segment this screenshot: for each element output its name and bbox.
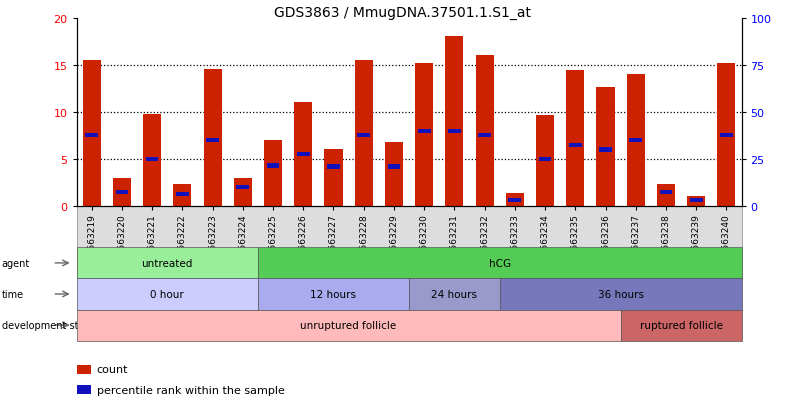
Bar <box>627 75 645 206</box>
Bar <box>384 142 403 206</box>
Text: ruptured follicle: ruptured follicle <box>640 320 722 330</box>
Bar <box>506 193 524 206</box>
Bar <box>536 115 555 206</box>
Bar <box>659 190 672 195</box>
Bar <box>203 70 222 206</box>
Bar <box>176 192 189 197</box>
Bar <box>476 56 493 206</box>
Text: development stage: development stage <box>2 320 96 330</box>
Bar <box>478 134 491 138</box>
Bar <box>236 185 249 190</box>
Bar <box>173 185 192 206</box>
Text: 36 hours: 36 hours <box>597 289 644 299</box>
Bar <box>717 64 735 206</box>
Bar <box>687 196 705 206</box>
Bar <box>357 134 370 138</box>
Bar <box>264 141 282 206</box>
Bar <box>85 134 98 138</box>
Bar <box>596 88 614 206</box>
Bar <box>327 165 340 169</box>
Bar <box>448 129 461 133</box>
Bar <box>355 61 372 206</box>
Text: untreated: untreated <box>142 258 193 268</box>
Bar <box>418 129 430 133</box>
Bar <box>415 64 434 206</box>
Bar <box>294 103 313 206</box>
Text: 0 hour: 0 hour <box>151 289 184 299</box>
Text: GDS3863 / MmugDNA.37501.1.S1_at: GDS3863 / MmugDNA.37501.1.S1_at <box>275 6 531 20</box>
Text: 12 hours: 12 hours <box>310 289 356 299</box>
Bar <box>445 38 463 206</box>
Text: count: count <box>97 364 128 374</box>
Text: hCG: hCG <box>488 258 511 268</box>
Text: percentile rank within the sample: percentile rank within the sample <box>97 385 285 395</box>
Bar <box>115 190 128 195</box>
Text: time: time <box>2 289 23 299</box>
Bar <box>569 143 582 147</box>
Bar <box>83 61 101 206</box>
Bar <box>509 199 521 203</box>
Bar <box>206 139 219 143</box>
Text: 24 hours: 24 hours <box>431 289 477 299</box>
Text: agent: agent <box>2 258 30 268</box>
Bar <box>538 157 551 161</box>
Bar <box>297 153 310 157</box>
Bar <box>146 157 159 161</box>
Bar <box>143 114 161 206</box>
Bar <box>388 165 401 169</box>
Bar <box>690 199 703 203</box>
Bar <box>720 134 733 138</box>
Bar <box>113 178 131 206</box>
Bar <box>629 139 642 143</box>
Bar <box>324 150 343 206</box>
Bar <box>657 185 675 206</box>
Bar <box>267 164 280 168</box>
Bar <box>599 148 612 152</box>
Bar <box>234 178 251 206</box>
Bar <box>566 71 584 206</box>
Text: unruptured follicle: unruptured follicle <box>301 320 397 330</box>
